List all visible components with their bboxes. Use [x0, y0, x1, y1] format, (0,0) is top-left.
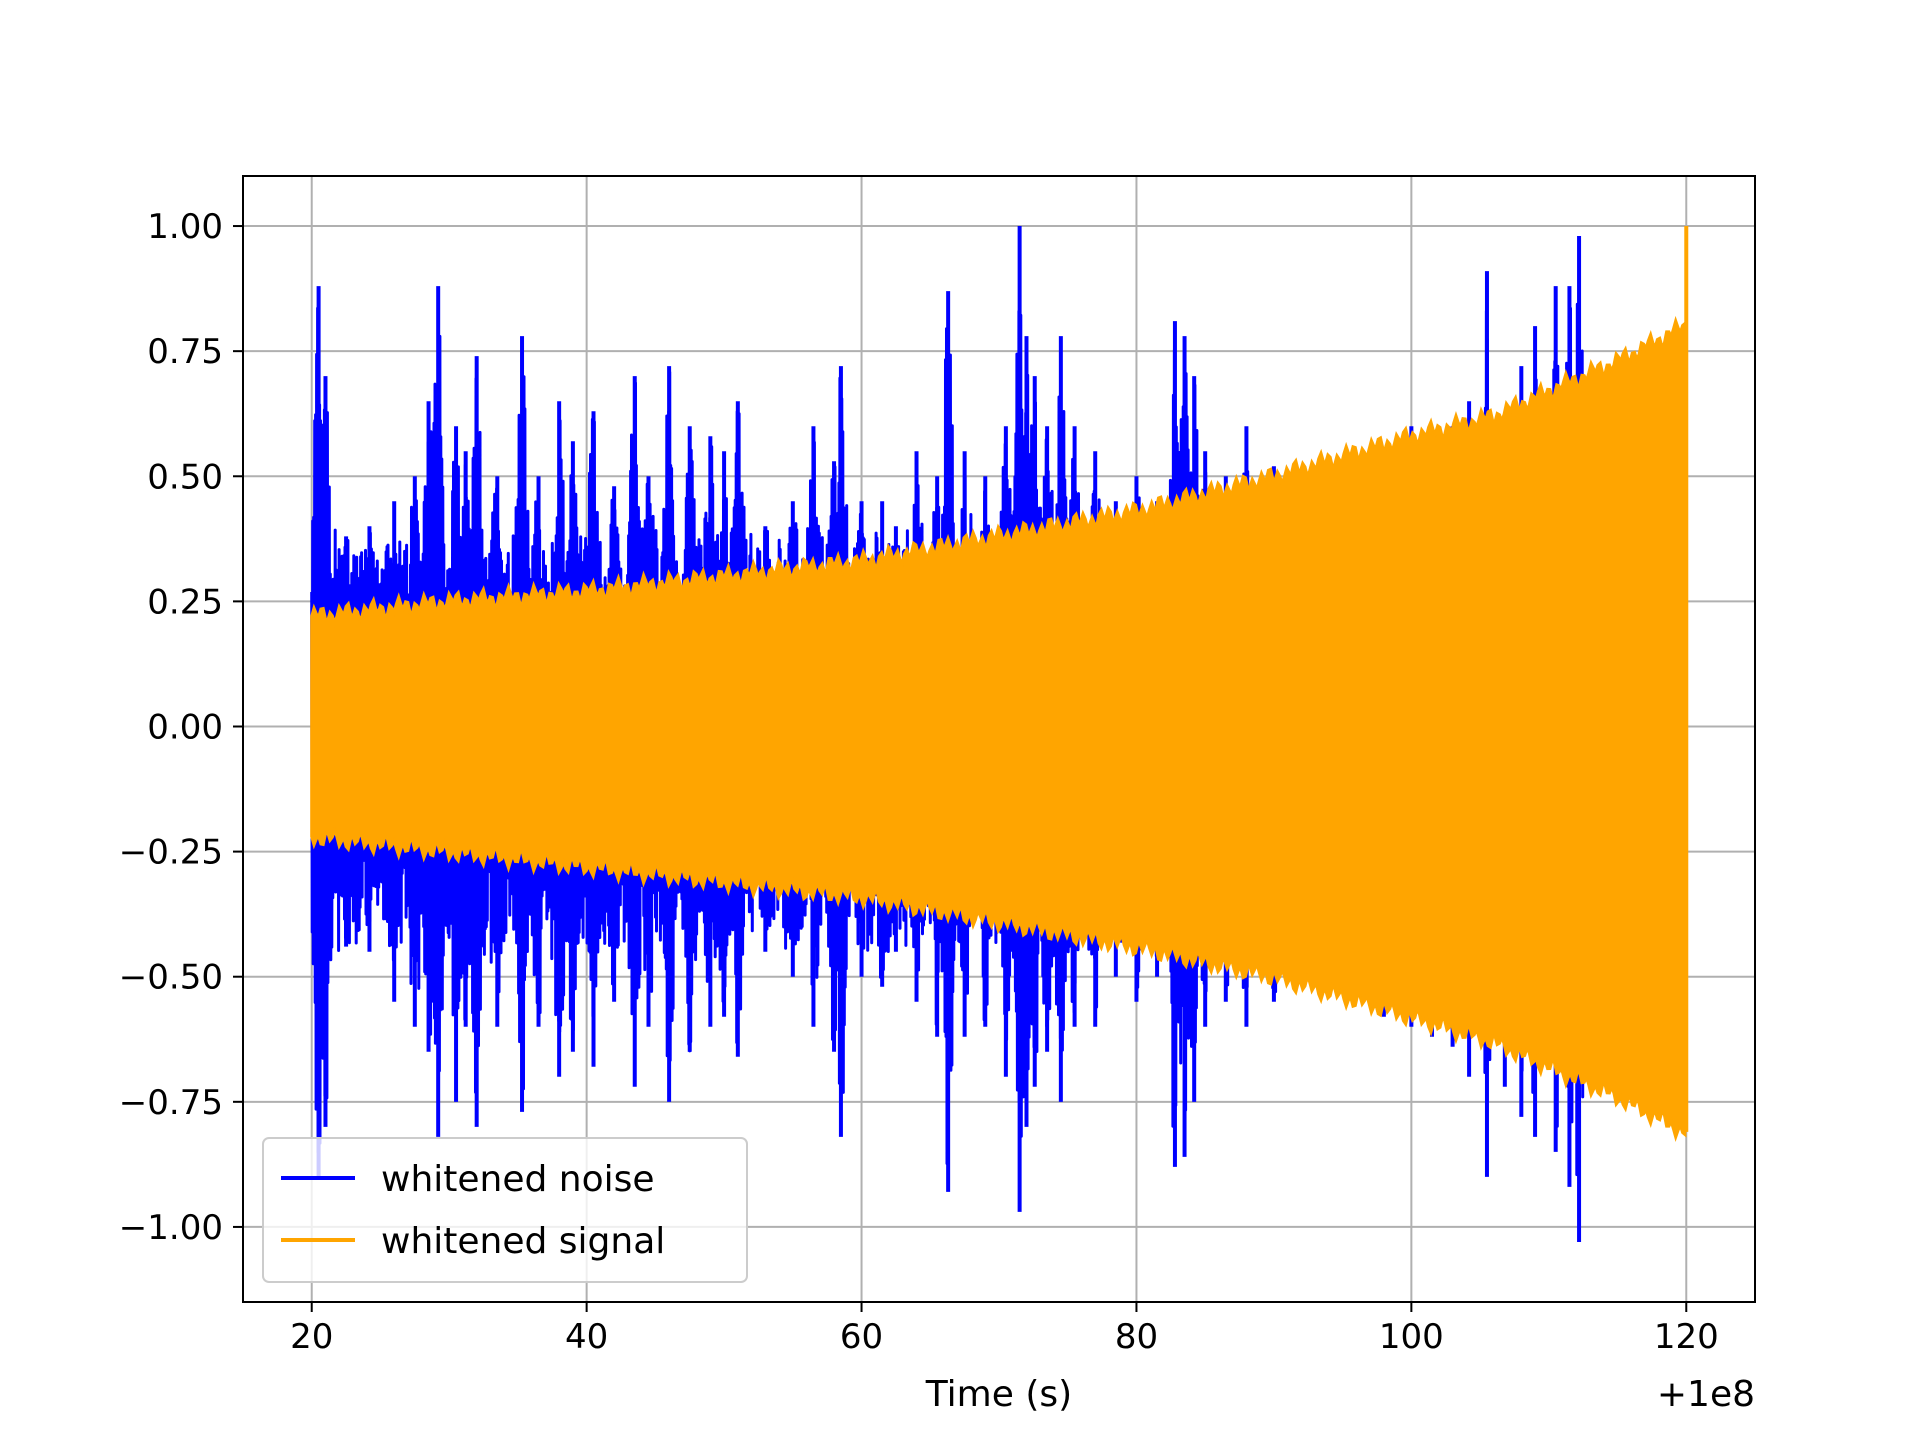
x-tick-label: 120 — [1654, 1317, 1719, 1357]
x-axis-label: Time (s) — [925, 1374, 1072, 1415]
x-tick-label: 80 — [1115, 1317, 1158, 1357]
plot-frame — [242, 175, 1756, 1303]
y-tick-label: 0.25 — [147, 582, 223, 622]
y-tick-label: 0.50 — [147, 457, 223, 497]
legend-label-whitened-signal: whitened signal — [381, 1221, 665, 1262]
x-tick-label: 40 — [565, 1317, 608, 1357]
series-whitened-signal — [310, 226, 1689, 1143]
y-tick-label: 0.00 — [147, 707, 223, 747]
y-tick-label: 0.75 — [147, 332, 223, 372]
ticks: 20 40 60 80 100 120 1.00 0.75 0.50 0.25 0.00 −0.25 −… — [119, 207, 1719, 1357]
y-tick-label: −0.25 — [119, 833, 223, 873]
y-tick-label: −0.75 — [119, 1083, 223, 1123]
signal-band — [310, 315, 1687, 1143]
legend-box — [262, 1137, 748, 1283]
x-axis-offset-label: +1e8 — [1657, 1374, 1755, 1415]
y-tick-label: 1.00 — [147, 207, 223, 247]
legend-label-whitened-noise: whitened noise — [381, 1159, 655, 1200]
y-tick-label: −1.00 — [119, 1208, 223, 1248]
y-tick-label: −0.50 — [119, 958, 223, 998]
x-tick-label: 60 — [840, 1317, 883, 1357]
legend: whitened noise whitened signal — [262, 1137, 748, 1283]
x-tick-label: 100 — [1379, 1317, 1444, 1357]
x-tick-label: 20 — [290, 1317, 333, 1357]
